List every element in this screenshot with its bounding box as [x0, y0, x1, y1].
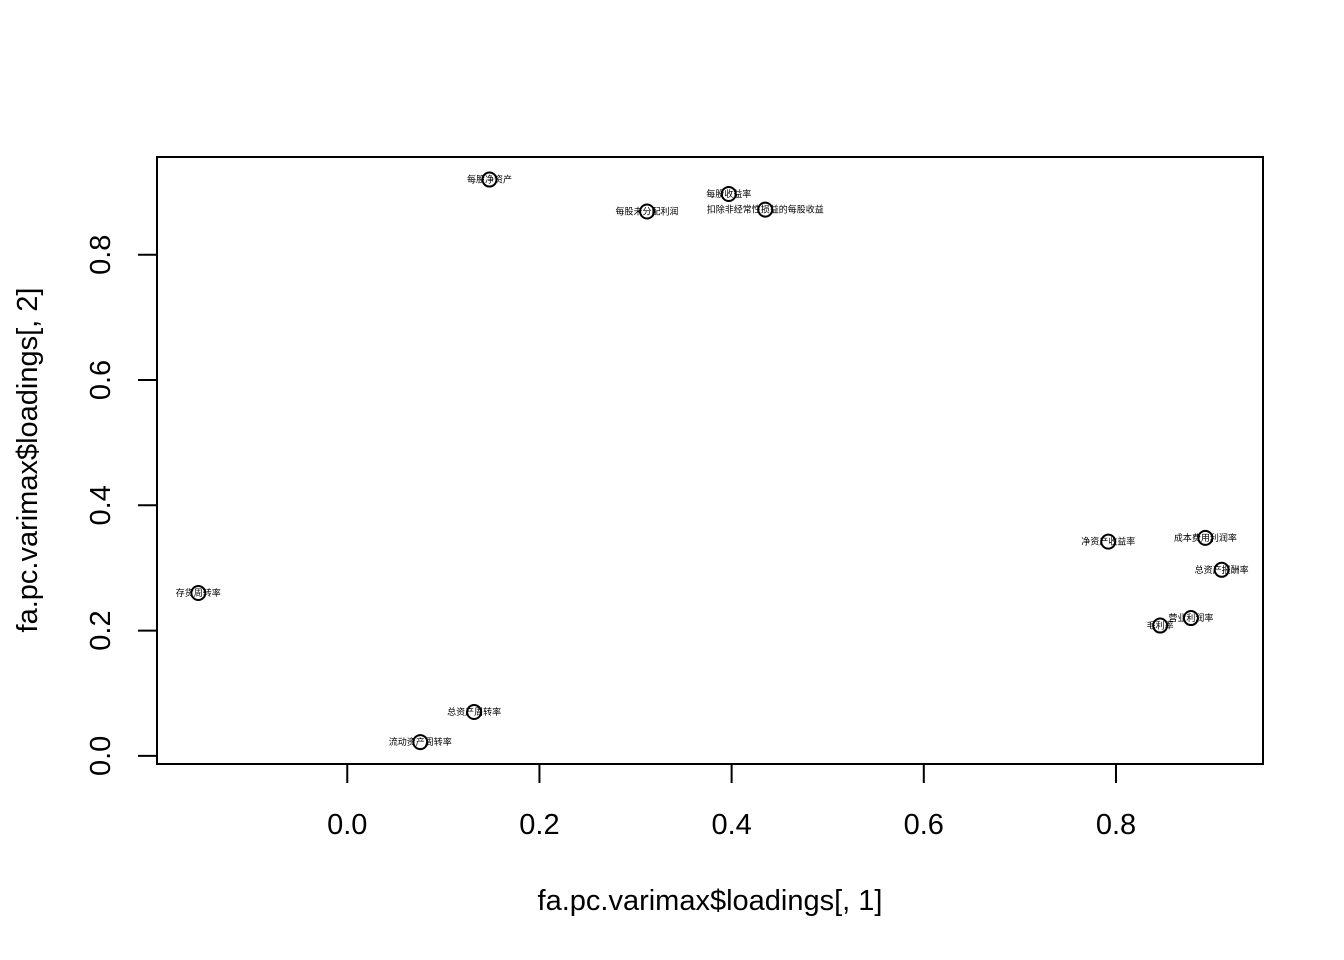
point-label: 总资产周转率 — [447, 706, 501, 718]
point-label: 存货周转率 — [176, 587, 221, 599]
point-marker — [757, 201, 774, 218]
data-point: 流动资产周转率 — [389, 734, 452, 751]
x-tick-label: 0.8 — [1096, 809, 1136, 841]
data-point: 扣除非经常性损益的每股收益 — [707, 201, 824, 218]
point-label: 毛利率 — [1147, 620, 1174, 632]
y-tick-label: 0.4 — [85, 485, 117, 525]
data-point: 存货周转率 — [176, 584, 221, 601]
point-label: 流动资产周转率 — [389, 736, 452, 748]
point-marker — [1213, 561, 1230, 578]
y-tick-label: 0.6 — [85, 360, 117, 400]
data-point: 总资产周转率 — [447, 704, 501, 721]
point-label: 总资产报酬率 — [1195, 564, 1249, 576]
point-label: 扣除非经常性损益的每股收益 — [707, 204, 824, 216]
point-label: 每股收益率 — [706, 188, 751, 200]
point-marker — [190, 584, 207, 601]
x-tick-label: 0.2 — [519, 809, 559, 841]
data-point: 每股未分配利润 — [616, 203, 679, 220]
point-marker — [1182, 610, 1199, 627]
point-label: 净资产收益率 — [1081, 536, 1135, 548]
point-marker — [1152, 617, 1169, 634]
point-marker — [481, 171, 498, 188]
x-axis-label: fa.pc.varimax$loadings[, 1] — [538, 885, 883, 917]
data-point: 净资产收益率 — [1081, 533, 1135, 550]
y-tick-label: 0.2 — [85, 610, 117, 650]
point-label: 每股净资产 — [467, 174, 512, 186]
point-marker — [1100, 533, 1117, 550]
data-point: 毛利率 — [1147, 617, 1174, 634]
y-tick-label: 0.0 — [85, 736, 117, 776]
plot-frame — [156, 156, 1264, 765]
data-point: 总资产报酬率 — [1195, 561, 1249, 578]
data-point: 每股净资产 — [467, 171, 512, 188]
x-tick-label: 0.6 — [904, 809, 944, 841]
point-marker — [466, 704, 483, 721]
point-marker — [412, 734, 429, 751]
data-point: 每股收益率 — [706, 185, 751, 202]
data-point: 成本费用利润率 — [1174, 529, 1237, 546]
data-point: 营业利润率 — [1168, 610, 1213, 627]
x-tick-label: 0.4 — [711, 809, 751, 841]
point-marker — [639, 203, 656, 220]
point-label: 每股未分配利润 — [616, 205, 679, 217]
x-tick-label: 0.0 — [327, 809, 367, 841]
y-axis-label: fa.pc.varimax$loadings[, 2] — [12, 288, 44, 633]
point-marker — [1197, 529, 1214, 546]
point-label: 成本费用利润率 — [1174, 532, 1237, 544]
point-marker — [720, 185, 737, 202]
x-axis: 0.0 0.2 0.4 0.6 0.8 — [327, 763, 1136, 841]
y-axis: 0.0 0.2 0.4 0.6 0.8 — [85, 235, 158, 776]
y-tick-label: 0.8 — [85, 235, 117, 275]
point-label: 营业利润率 — [1168, 612, 1213, 624]
